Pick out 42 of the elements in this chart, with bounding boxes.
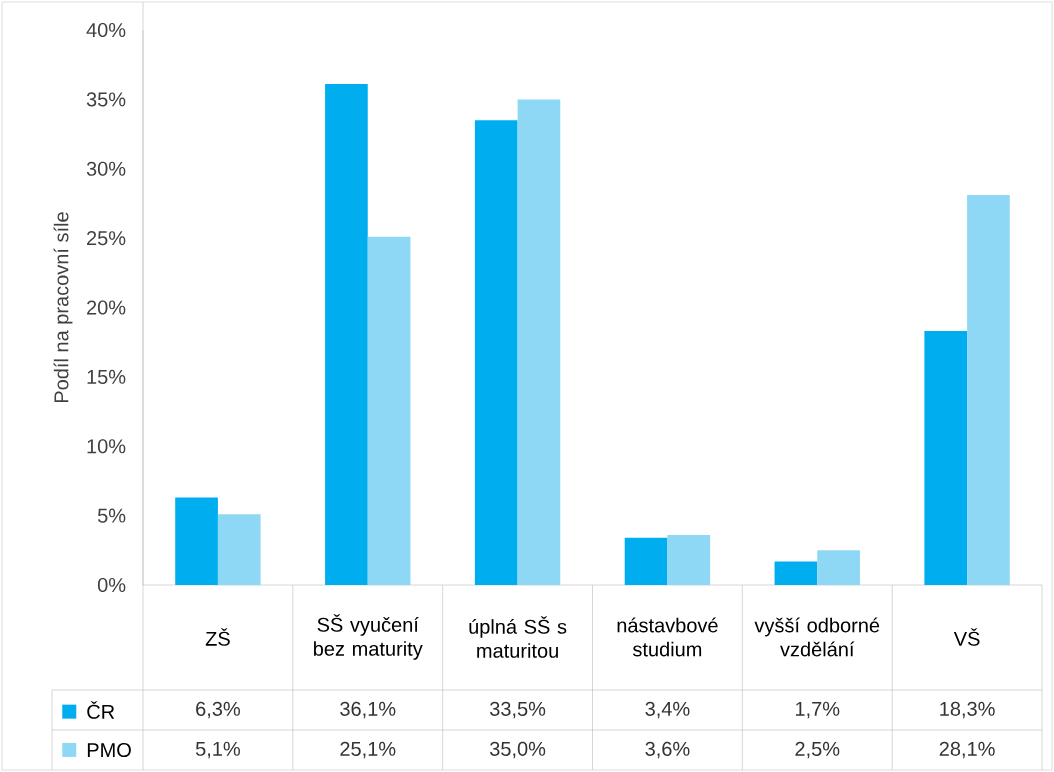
bar bbox=[474, 120, 518, 585]
legend-label: PMO bbox=[87, 742, 131, 758]
data-label: 28,1% bbox=[939, 741, 995, 759]
bar bbox=[217, 514, 261, 585]
data-label: 3,6% bbox=[645, 741, 690, 759]
data-label: 35,0% bbox=[489, 741, 546, 759]
legend-label: ČR bbox=[87, 701, 115, 719]
y-tick-label: 30% bbox=[86, 161, 126, 176]
bar bbox=[667, 535, 711, 585]
data-label: 1,7% bbox=[795, 701, 840, 719]
data-label: 36,1% bbox=[340, 701, 396, 719]
x-tick-label: ZŠ bbox=[205, 628, 230, 646]
bar bbox=[817, 550, 860, 585]
y-tick-label: 0% bbox=[97, 577, 126, 593]
data-label: 6,3% bbox=[196, 701, 240, 719]
x-tick-label: úplná SŠ s maturitou bbox=[469, 616, 567, 658]
data-label: 2,5% bbox=[795, 741, 840, 759]
y-tick-label: 20% bbox=[87, 300, 126, 315]
y-tick-label: 10% bbox=[87, 439, 126, 454]
data-label: 33,5% bbox=[489, 701, 546, 719]
x-tick-label: nástavbové studium bbox=[617, 617, 718, 657]
bar bbox=[967, 195, 1010, 585]
data-label: 25,1% bbox=[340, 741, 396, 759]
x-tick-label: vyšší odborné vzdělání bbox=[754, 617, 880, 657]
y-tick-label: 35% bbox=[86, 92, 126, 107]
bar bbox=[517, 99, 561, 585]
bar bbox=[175, 497, 218, 585]
y-tick-label: 5% bbox=[97, 508, 126, 523]
bar bbox=[924, 331, 968, 585]
data-label: 3,4% bbox=[645, 701, 690, 719]
y-tick-label: 40% bbox=[86, 22, 126, 38]
bar bbox=[774, 561, 818, 585]
data-label: 18,3% bbox=[940, 701, 995, 719]
data-label: 5,1% bbox=[195, 741, 240, 759]
x-tick-label: VŠ bbox=[953, 628, 980, 646]
bar bbox=[325, 84, 368, 585]
x-tick-label: SŠ vyučení bez maturity bbox=[314, 614, 423, 660]
y-tick-label: 25% bbox=[87, 231, 126, 246]
y-tick-label: 15% bbox=[87, 369, 126, 384]
bar bbox=[624, 537, 668, 585]
bar bbox=[367, 236, 411, 585]
y-axis-title: Podíl na pracovní síle bbox=[53, 212, 73, 403]
